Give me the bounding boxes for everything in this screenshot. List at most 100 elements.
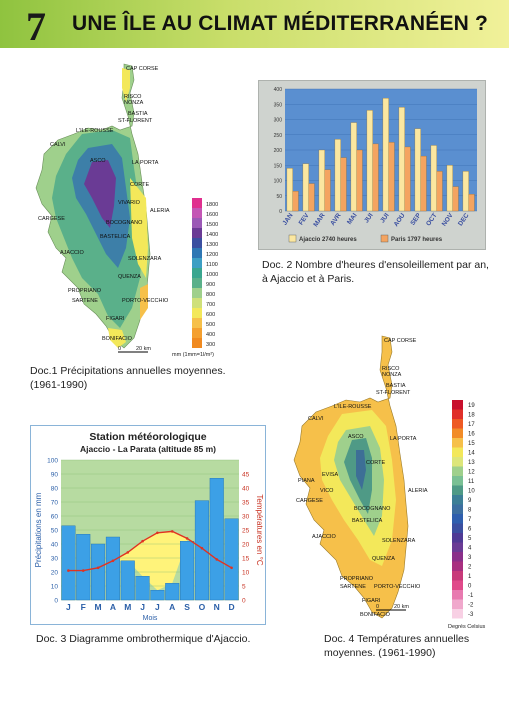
bar xyxy=(318,149,325,212)
legend-swatch xyxy=(452,533,463,543)
legend-label: 14 xyxy=(468,451,475,457)
x-tick-label: JUI xyxy=(363,212,375,224)
town-label: QUENZA xyxy=(118,274,141,280)
legend-label: 1800 xyxy=(206,202,218,208)
precipitation-bar xyxy=(150,589,165,601)
bar xyxy=(468,194,475,212)
town-label: ASCO xyxy=(348,434,364,440)
bar xyxy=(398,107,405,212)
legend-label: 12 xyxy=(468,470,475,476)
legend-label: 600 xyxy=(206,312,215,318)
bar xyxy=(350,122,357,212)
town-label: LA PORTA xyxy=(132,160,159,166)
legend-label: 17 xyxy=(468,422,475,428)
precipitation-bar xyxy=(91,543,106,601)
town-label: L'ILE-ROUSSE xyxy=(334,404,372,410)
y-tick-label: 0 xyxy=(54,598,58,605)
bar xyxy=(308,183,315,212)
y2-tick-label: 10 xyxy=(242,570,250,577)
precipitation-bar xyxy=(135,575,150,601)
town-label: PIANA xyxy=(298,478,315,484)
x-tick-label: JUI xyxy=(379,212,391,224)
legend-label: 5 xyxy=(468,536,472,542)
town-label: RISCO xyxy=(382,366,400,372)
x-tick-label: F xyxy=(81,602,86,612)
legend-unit: Degrés Celsius xyxy=(448,624,486,630)
x-tick-label: O xyxy=(199,602,206,612)
bar xyxy=(372,143,379,212)
x-tick-label: A xyxy=(110,602,116,612)
temperature-point xyxy=(230,566,233,570)
town-label: NONZA xyxy=(124,100,144,106)
y-tick-label: 20 xyxy=(51,570,59,577)
y-tick-label: 50 xyxy=(276,194,282,200)
precipitation-bar xyxy=(76,533,91,601)
legend-swatch xyxy=(452,495,463,505)
y-tick-label: 400 xyxy=(274,87,283,93)
temperature-point xyxy=(67,569,70,572)
legend-label: 10 xyxy=(468,489,475,495)
legend-label: 800 xyxy=(206,292,215,298)
legend-swatch xyxy=(452,409,463,419)
y-tick-label: 50 xyxy=(51,528,59,535)
bar xyxy=(340,157,347,212)
town-label: ASCO xyxy=(90,158,106,164)
scale-label: 20 km xyxy=(394,604,409,610)
legend-label: 700 xyxy=(206,302,215,308)
town-label: CAP CORSE xyxy=(126,66,159,72)
y-tick-label: 250 xyxy=(274,133,283,139)
bar xyxy=(286,168,293,212)
legend-swatch xyxy=(452,523,463,533)
legend-label: 1200 xyxy=(206,252,218,258)
x-tick-label: J xyxy=(140,602,145,612)
x-tick-label: MAI xyxy=(346,212,359,226)
legend-swatch xyxy=(452,609,463,619)
bar xyxy=(414,128,421,212)
bar xyxy=(334,139,341,212)
temperature-line xyxy=(68,530,232,572)
y2-tick-label: 5 xyxy=(242,584,246,591)
bar xyxy=(420,155,427,212)
svg-text:0: 0 xyxy=(376,604,379,610)
legend-label: 4 xyxy=(468,546,472,552)
town-label: CORTE xyxy=(366,460,385,466)
town-label: L'ILE-ROUSSE xyxy=(76,128,114,134)
precipitation-bar xyxy=(165,582,180,601)
legend-label: 9 xyxy=(468,498,472,504)
y-tick-label: 90 xyxy=(51,472,59,479)
town-label: SOLENZARA xyxy=(382,538,416,544)
legend-label: 500 xyxy=(206,322,215,328)
x-tick-label: JAN xyxy=(281,212,294,227)
chart-title: Station météorologique xyxy=(89,431,206,443)
town-label: BOCOGNANO xyxy=(354,506,391,512)
temperature-point xyxy=(111,559,115,563)
town-label: PROPRIANO xyxy=(340,576,374,582)
legend-swatch xyxy=(192,228,202,238)
legend-label: 16 xyxy=(468,432,475,438)
town-label: VIVARIO xyxy=(118,200,141,206)
legend-swatch xyxy=(452,561,463,571)
chapter-number: 7 xyxy=(26,4,46,49)
doc2-caption: Doc. 2 Nombre d'heures d'ensoleillement … xyxy=(262,259,489,285)
doc4-caption: Doc. 4 Températures annuelles moyennes. … xyxy=(324,633,470,659)
y-tick-label: 200 xyxy=(274,148,283,154)
y-tick-label: 100 xyxy=(47,458,58,465)
legend-swatch xyxy=(452,485,463,495)
legend-swatch xyxy=(192,268,202,278)
x-tick-label: AOU xyxy=(393,212,407,228)
town-label: SOLENZARA xyxy=(128,256,162,262)
legend-swatch xyxy=(192,208,202,218)
precipitation-legend: 1800 1600 1500 1400 1300 1200 1100 1000 900 800 70… xyxy=(192,198,218,348)
precipitation-bar xyxy=(224,518,239,601)
town-label: CALVI xyxy=(308,416,324,422)
x-tick-label: M xyxy=(124,602,131,612)
temperature-map: CAP CORSE RISCO NONZA BASTIA ST-FLORENT … xyxy=(282,330,482,620)
x-axis-label: Mois xyxy=(143,615,158,622)
precipitation-map: CAP CORSE RISCO NONZA BASTIA ST-FLORENT … xyxy=(22,58,240,358)
legend-label: 13 xyxy=(468,460,475,466)
sunshine-chart: 0 50 100 150 200 250 300 350 400 JAN FEV MAR AVR MAI J… xyxy=(258,80,486,250)
town-label: BASTIA xyxy=(128,111,148,117)
legend-unit: mm (1mm=1l/m²) xyxy=(172,352,214,358)
precipitation-bar xyxy=(105,536,120,601)
bar xyxy=(292,191,299,212)
